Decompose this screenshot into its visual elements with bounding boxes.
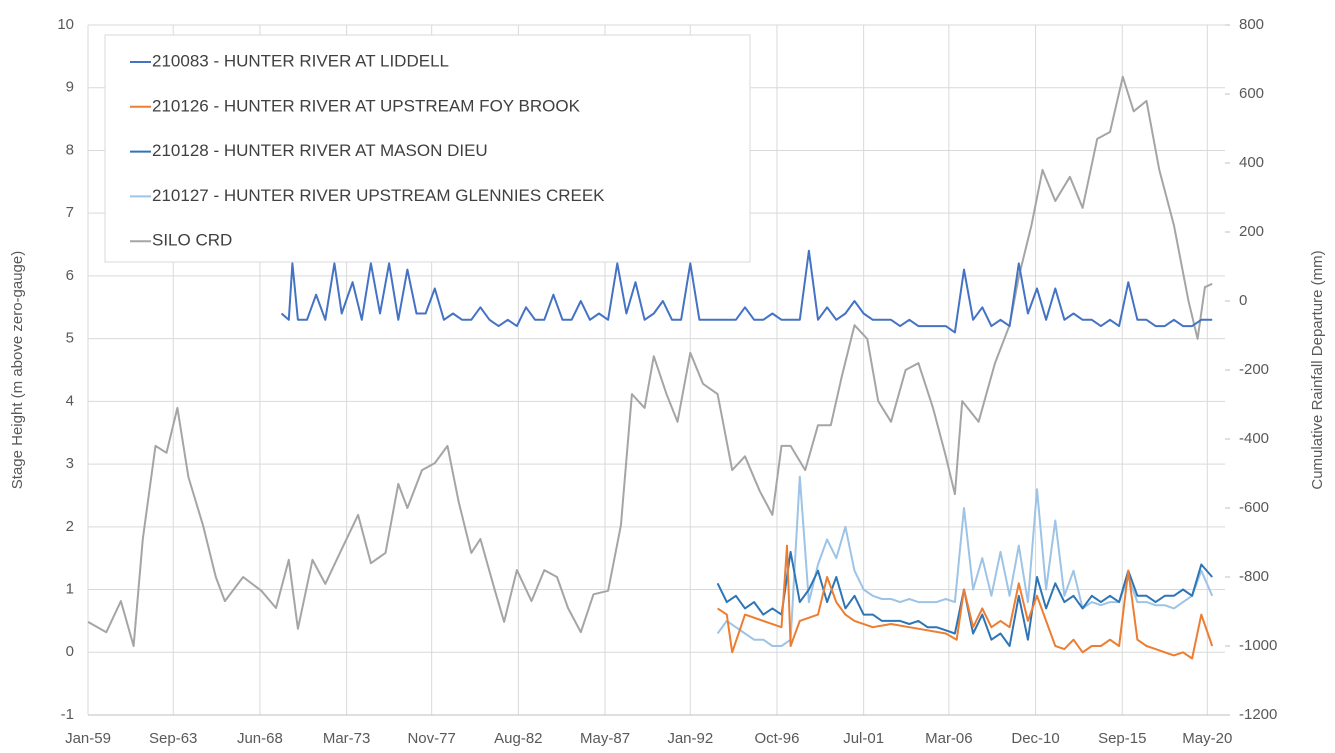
x-tick-label: Sep-15	[1098, 730, 1146, 747]
x-tick-label: Mar-73	[323, 730, 371, 747]
y-tick-label: 8	[66, 141, 74, 158]
x-tick-label: Sep-63	[149, 730, 197, 747]
x-tick-label: Nov-77	[407, 730, 455, 747]
legend: 210083 - HUNTER RIVER AT LIDDELL 210126 -…	[104, 34, 751, 263]
x-tick-label: Oct-96	[754, 730, 799, 747]
x-tick-label: Jul-01	[843, 730, 884, 747]
y2-tick-label: -400	[1239, 430, 1269, 447]
y2-tick-label: 0	[1239, 292, 1247, 309]
legend-label: 210128 - HUNTER RIVER AT MASON DIEU	[152, 141, 488, 160]
y-tick-label: 1	[66, 581, 74, 598]
legend-label: 210126 - HUNTER RIVER AT UPSTREAM FOY BR…	[152, 96, 581, 115]
series-line	[280, 249, 1213, 334]
legend-label: 210083 - HUNTER RIVER AT LIDDELL	[152, 51, 449, 70]
y-tick-label: 10	[57, 16, 74, 33]
y-tick-label: -1	[61, 706, 74, 723]
series-line	[717, 544, 1214, 660]
y-tick-label: 6	[66, 267, 74, 284]
y2-tick-label: -200	[1239, 361, 1269, 378]
series-line	[87, 75, 1213, 647]
y-tick-label: 7	[66, 204, 74, 221]
y-tick-label: 4	[66, 392, 74, 409]
axes: -1 0 1 2 3 4 5 6 7 8 9 10 -1200 -1000 -800 -600 -400 -200…	[57, 16, 1277, 747]
y2-axis-title: Cumulative Rainfall Departure (mm)	[1309, 250, 1326, 489]
y-tick-label: 3	[66, 455, 74, 472]
y2-tick-label: 200	[1239, 223, 1264, 240]
legend-box	[104, 34, 751, 263]
y-axis-title: Stage Height (m above zero-gauge)	[9, 251, 26, 489]
y2-tick-label: -1000	[1239, 637, 1277, 654]
y-tick-label: 2	[66, 518, 74, 535]
x-tick-label: Jun-68	[237, 730, 283, 747]
y2-tick-label: -800	[1239, 568, 1269, 585]
x-tick-label: Jan-92	[667, 730, 713, 747]
y2-tick-label: -600	[1239, 499, 1269, 516]
y2-tick-label: -1200	[1239, 706, 1277, 723]
plot-lines	[87, 75, 1214, 660]
x-tick-label: Dec-10	[1011, 730, 1059, 747]
y2-tick-label: 400	[1239, 154, 1264, 171]
x-tick-label: Aug-82	[494, 730, 542, 747]
y-tick-label: 9	[66, 79, 74, 96]
y-tick-label: 5	[66, 330, 74, 347]
x-tick-label: Jan-59	[65, 730, 111, 747]
y2-tick-label: 600	[1239, 85, 1264, 102]
legend-label: 210127 - HUNTER RIVER UPSTREAM GLENNIES …	[152, 186, 605, 205]
legend-label: SILO CRD	[152, 231, 232, 250]
x-tick-label: Mar-06	[925, 730, 973, 747]
x-tick-label: May-20	[1182, 730, 1232, 747]
y-tick-label: 0	[66, 643, 74, 660]
x-tick-label: May-87	[580, 730, 630, 747]
y2-tick-label: 800	[1239, 16, 1264, 33]
